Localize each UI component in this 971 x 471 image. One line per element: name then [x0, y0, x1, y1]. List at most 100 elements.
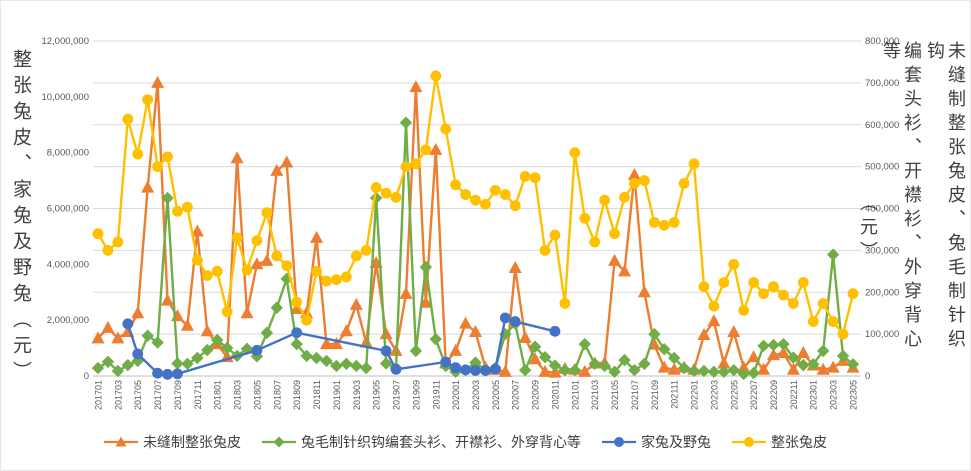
series-1-line[interactable]	[91, 75, 860, 378]
series-2-line[interactable]	[91, 116, 860, 381]
data-point-marker[interactable]	[261, 207, 273, 219]
data-point-marker[interactable]	[152, 367, 164, 379]
data-point-marker[interactable]	[549, 229, 561, 241]
data-point-marker[interactable]	[291, 327, 303, 339]
data-point-marker[interactable]	[817, 298, 829, 309]
data-point-marker[interactable]	[668, 217, 680, 228]
data-point-marker[interactable]	[727, 363, 740, 377]
data-point-marker[interactable]	[449, 343, 463, 356]
data-point-marker[interactable]	[816, 344, 830, 358]
data-point-marker[interactable]	[291, 296, 303, 308]
data-point-marker[interactable]	[151, 336, 164, 349]
series-3-line[interactable]	[122, 312, 561, 380]
data-point-marker[interactable]	[410, 158, 422, 170]
data-point-marker[interactable]	[538, 350, 552, 364]
data-point-marker[interactable]	[459, 316, 473, 329]
data-point-marker[interactable]	[191, 351, 204, 365]
data-point-marker[interactable]	[319, 337, 333, 350]
data-point-marker[interactable]	[301, 314, 313, 326]
data-point-marker[interactable]	[359, 335, 373, 348]
data-point-marker[interactable]	[629, 177, 640, 189]
data-point-marker[interactable]	[578, 337, 591, 351]
data-point-marker[interactable]	[152, 161, 164, 173]
data-point-marker[interactable]	[181, 357, 194, 371]
data-point-marker[interactable]	[688, 158, 700, 170]
data-point-marker[interactable]	[101, 355, 115, 368]
data-point-marker[interactable]	[797, 358, 810, 372]
data-point-marker[interactable]	[201, 343, 214, 357]
data-point-marker[interactable]	[717, 365, 731, 379]
data-point-marker[interactable]	[687, 364, 701, 378]
data-point-marker[interactable]	[499, 189, 511, 200]
data-point-marker[interactable]	[588, 357, 601, 371]
data-point-marker[interactable]	[360, 361, 373, 375]
data-point-marker[interactable]	[141, 180, 155, 193]
data-point-marker[interactable]	[172, 205, 183, 217]
data-point-marker[interactable]	[827, 316, 839, 327]
data-point-marker[interactable]	[569, 147, 581, 159]
data-point-marker[interactable]	[450, 362, 462, 374]
data-point-marker[interactable]	[677, 361, 691, 375]
data-point-marker[interactable]	[708, 300, 720, 312]
data-point-marker[interactable]	[469, 356, 482, 369]
data-point-marker[interactable]	[767, 338, 780, 352]
data-point-marker[interactable]	[131, 306, 145, 319]
data-point-marker[interactable]	[251, 235, 263, 247]
data-point-marker[interactable]	[768, 281, 779, 293]
data-point-marker[interactable]	[250, 257, 264, 270]
data-point-marker[interactable]	[589, 236, 601, 248]
data-point-marker[interactable]	[329, 337, 343, 350]
data-point-marker[interactable]	[698, 281, 710, 293]
data-point-marker[interactable]	[519, 170, 531, 182]
data-point-marker[interactable]	[797, 277, 809, 288]
data-point-marker[interactable]	[627, 168, 641, 180]
data-point-marker[interactable]	[539, 244, 551, 256]
data-point-marker[interactable]	[430, 70, 442, 82]
data-point-marker[interactable]	[826, 248, 840, 261]
data-point-marker[interactable]	[251, 344, 263, 356]
data-point-marker[interactable]	[578, 364, 592, 377]
data-point-marker[interactable]	[399, 116, 413, 129]
data-point-marker[interactable]	[489, 184, 501, 196]
data-point-marker[interactable]	[757, 339, 770, 353]
data-point-marker[interactable]	[807, 358, 820, 371]
data-point-marker[interactable]	[310, 230, 324, 243]
data-point-marker[interactable]	[271, 250, 283, 262]
data-point-marker[interactable]	[151, 75, 165, 88]
data-point-marker[interactable]	[638, 175, 650, 186]
legend-item-unsewn-whole-rabbit-skin[interactable]: 未缝制整张兔皮	[104, 432, 241, 452]
data-point-marker[interactable]	[658, 343, 671, 356]
data-point-marker[interactable]	[657, 360, 671, 373]
series-4-line[interactable]	[92, 70, 859, 340]
data-point-marker[interactable]	[270, 163, 284, 176]
data-point-marker[interactable]	[91, 331, 105, 344]
data-point-marker[interactable]	[350, 250, 362, 262]
data-point-marker[interactable]	[171, 357, 184, 370]
data-point-marker[interactable]	[787, 351, 800, 364]
data-point-marker[interactable]	[230, 151, 244, 164]
data-point-marker[interactable]	[558, 363, 572, 377]
data-point-marker[interactable]	[92, 228, 104, 240]
data-point-marker[interactable]	[518, 330, 532, 343]
legend-item-domestic-wild-rabbit[interactable]: 家兔及野兔	[602, 432, 711, 452]
data-point-marker[interactable]	[847, 288, 859, 300]
legend-item-whole-rabbit-skin[interactable]: 整张兔皮	[732, 432, 827, 452]
data-point-marker[interactable]	[786, 362, 800, 375]
data-point-marker[interactable]	[528, 340, 542, 353]
data-point-marker[interactable]	[369, 191, 383, 205]
data-point-marker[interactable]	[489, 363, 501, 375]
data-point-marker[interactable]	[807, 316, 819, 327]
data-point-marker[interactable]	[538, 364, 552, 377]
data-point-marker[interactable]	[419, 295, 433, 308]
data-point-marker[interactable]	[638, 357, 651, 371]
data-point-marker[interactable]	[470, 365, 481, 376]
data-point-marker[interactable]	[737, 367, 750, 381]
data-point-marker[interactable]	[142, 94, 154, 106]
data-point-marker[interactable]	[122, 318, 134, 330]
data-point-marker[interactable]	[549, 325, 561, 337]
data-point-marker[interactable]	[667, 351, 681, 365]
data-point-marker[interactable]	[132, 348, 144, 360]
data-point-marker[interactable]	[111, 364, 125, 378]
data-point-marker[interactable]	[637, 285, 651, 298]
data-point-marker[interactable]	[350, 359, 363, 373]
